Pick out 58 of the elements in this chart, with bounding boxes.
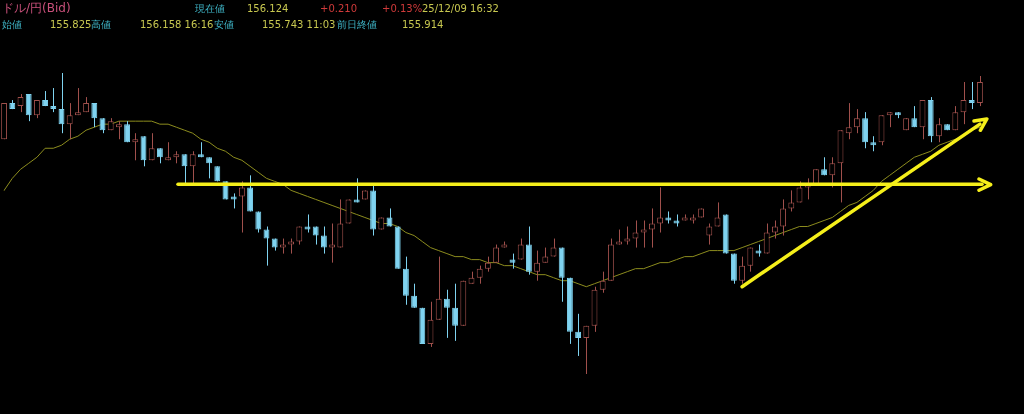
candlestick <box>320 226 327 255</box>
candlestick <box>739 256 746 285</box>
candlestick <box>788 189 795 212</box>
candlestick <box>624 226 631 246</box>
text: 現在値 <box>195 3 225 15</box>
candlestick <box>132 132 139 161</box>
candlestick <box>862 111 869 149</box>
text: 安値 <box>214 19 234 31</box>
candlestick <box>853 108 860 134</box>
candlestick <box>583 325 590 375</box>
candlestick <box>452 283 459 342</box>
text: 155.743 11:03 <box>262 19 336 31</box>
candlestick <box>952 105 959 131</box>
candlestick <box>976 75 983 107</box>
candlestick <box>33 99 40 119</box>
candlestick <box>935 117 942 143</box>
candlestick <box>247 174 254 212</box>
candlestick <box>66 102 73 140</box>
candlestick <box>189 150 196 185</box>
text: 高値 <box>91 19 111 31</box>
candlestick <box>968 81 975 110</box>
candlestick <box>74 87 81 116</box>
candlestick <box>640 219 647 249</box>
candlestick <box>763 223 770 255</box>
candlestick <box>115 120 122 140</box>
text: 前日終値 <box>337 19 377 31</box>
candlestick <box>534 250 541 282</box>
candlestick <box>780 198 787 237</box>
candlestick <box>148 132 155 161</box>
text: 156.158 16:16 <box>140 19 214 31</box>
candlestick <box>476 265 483 285</box>
candlestick <box>50 87 57 113</box>
candlestick <box>599 271 606 294</box>
candlestick <box>25 93 32 122</box>
text: 156.124 <box>247 3 289 15</box>
candlestick <box>845 102 852 140</box>
candlestick <box>575 313 582 357</box>
candlestick <box>238 180 245 234</box>
chart-title: ドル/円(Bid) <box>2 1 71 15</box>
candlestick <box>353 177 360 203</box>
candlestick <box>91 102 98 128</box>
candlestick <box>435 256 442 321</box>
candlestick <box>657 186 664 234</box>
text: +0.210 <box>320 3 358 15</box>
candlestick <box>829 156 836 188</box>
candlestick <box>337 198 344 249</box>
text: +0.13% <box>382 3 423 15</box>
text: 155.914 <box>402 19 444 31</box>
candlestick <box>648 207 655 249</box>
text: 25/12/09 16:32 <box>422 3 499 15</box>
candlestick <box>771 219 778 240</box>
candlestick <box>443 289 450 339</box>
text: 始値 <box>2 19 22 31</box>
candlestick <box>706 223 713 246</box>
candlestick <box>329 223 336 264</box>
candlestick <box>411 283 418 309</box>
text: 155.825 <box>50 19 92 31</box>
candlestick <box>747 247 754 273</box>
